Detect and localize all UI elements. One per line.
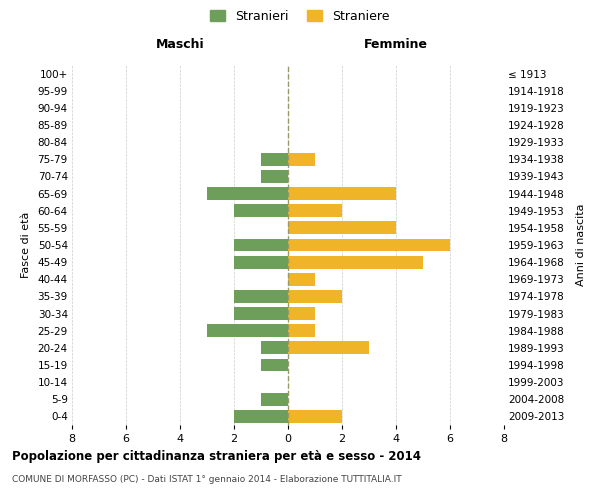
Bar [234, 204, 288, 217]
Bar [234, 238, 288, 252]
Bar [288, 273, 315, 285]
Bar [207, 324, 288, 337]
Text: COMUNE DI MORFASSO (PC) - Dati ISTAT 1° gennaio 2014 - Elaborazione TUTTITALIA.I: COMUNE DI MORFASSO (PC) - Dati ISTAT 1° … [12, 475, 401, 484]
Bar [261, 393, 288, 406]
Bar [207, 187, 288, 200]
Bar [234, 290, 288, 303]
Bar [261, 358, 288, 372]
Bar [288, 307, 315, 320]
Bar [261, 170, 288, 183]
Bar [288, 153, 315, 166]
Bar [234, 256, 288, 268]
Bar [288, 324, 315, 337]
Bar [288, 256, 423, 268]
Legend: Stranieri, Straniere: Stranieri, Straniere [205, 5, 395, 28]
Bar [234, 410, 288, 423]
Y-axis label: Fasce di età: Fasce di età [20, 212, 31, 278]
Bar [288, 238, 450, 252]
Bar [288, 290, 342, 303]
Bar [288, 410, 342, 423]
Y-axis label: Anni di nascita: Anni di nascita [576, 204, 586, 286]
Text: Femmine: Femmine [364, 38, 428, 52]
Bar [288, 204, 342, 217]
Text: Popolazione per cittadinanza straniera per età e sesso - 2014: Popolazione per cittadinanza straniera p… [12, 450, 421, 463]
Text: Maschi: Maschi [155, 38, 205, 52]
Bar [288, 222, 396, 234]
Bar [288, 342, 369, 354]
Bar [261, 342, 288, 354]
Bar [234, 307, 288, 320]
Bar [288, 187, 396, 200]
Bar [261, 153, 288, 166]
